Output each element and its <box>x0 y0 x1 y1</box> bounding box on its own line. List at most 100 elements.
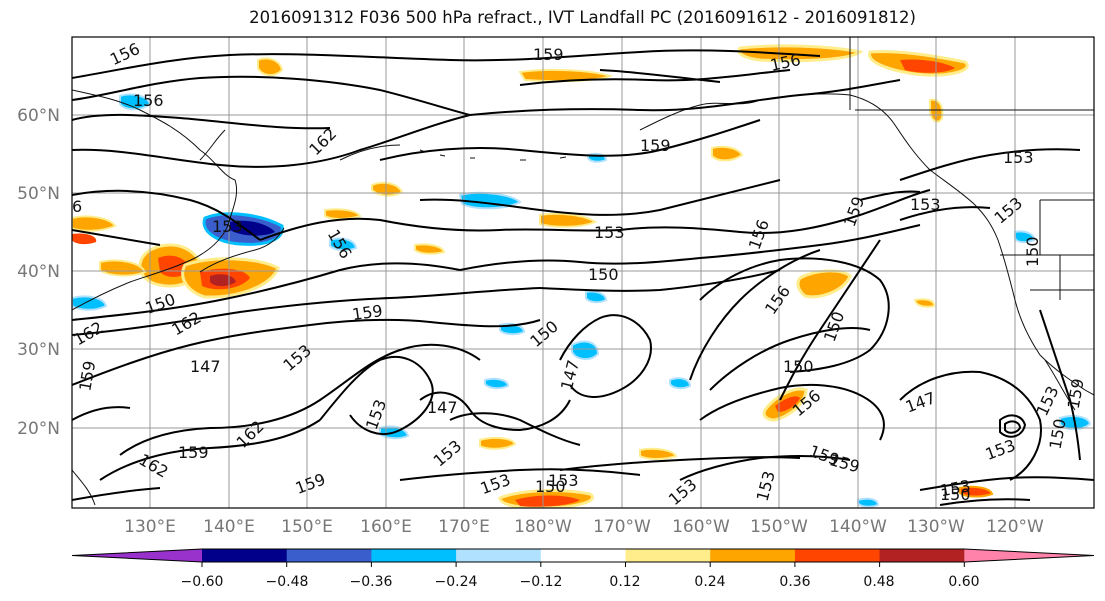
contour-label: 156 <box>324 226 356 262</box>
colorbar-segment <box>540 549 626 562</box>
lat-label: 40°N <box>17 262 60 282</box>
contour-label: 153 <box>991 193 1027 227</box>
baja-coast <box>1044 359 1076 411</box>
colorbar-segment <box>794 549 881 562</box>
lat-label: 30°N <box>17 340 60 360</box>
contour-label: 150 <box>783 357 814 376</box>
positive-anomaly-patch <box>796 269 852 299</box>
alaska-coastline <box>639 93 999 241</box>
contour-label: 150 <box>1023 236 1042 267</box>
contour-label: 162 <box>70 318 106 350</box>
latitude-labels: 60°N 50°N 40°N 30°N 20°N <box>17 106 60 439</box>
colorbar-tick-label: −0.48 <box>266 574 309 590</box>
lat-label: 20°N <box>17 419 60 439</box>
contour-label: 159 <box>840 194 868 229</box>
colorbar-tick-label: −0.60 <box>181 574 224 590</box>
contour-label: 150 <box>820 309 848 344</box>
colorbar-tick-label: 0.60 <box>948 574 979 590</box>
contour-label: 153 <box>594 223 625 242</box>
lat-label: 50°N <box>17 184 60 204</box>
negative-anomaly-patch <box>230 220 275 236</box>
positive-anomaly-patch <box>900 59 955 73</box>
negative-anomaly-patch <box>484 377 510 390</box>
asia-coastline <box>72 89 238 311</box>
longitude-labels: 130°E 140°E 150°E 160°E 170°E 180°W 170°… <box>124 517 1044 537</box>
colorbar-segments <box>71 548 1095 563</box>
contour-label: 159 <box>640 136 671 155</box>
philippines-coast <box>72 469 96 506</box>
contour-label: 150 <box>588 265 619 284</box>
contour-label: 150 <box>1046 417 1070 450</box>
colorbar-max-arrow <box>964 549 1094 562</box>
contour-label: 6 <box>72 197 82 216</box>
negative-anomaly-patch <box>1014 230 1036 244</box>
negative-anomaly-patch <box>329 237 358 252</box>
contour-label: 153 <box>548 471 579 490</box>
colorbar-segment <box>879 549 965 562</box>
colorbar-tick-label: 0.48 <box>863 574 894 590</box>
contour-label: 162 <box>168 308 204 340</box>
positive-anomaly-patch <box>72 215 117 232</box>
colorbar-ticks <box>201 562 965 567</box>
contour-label: 153 <box>753 469 779 503</box>
contour-label: 153 <box>212 217 243 236</box>
contour-label: 153 <box>279 341 315 375</box>
positive-anomaly-patch <box>72 233 97 245</box>
lon-label: 140°E <box>203 517 255 537</box>
lon-label: 160°W <box>672 517 730 537</box>
positive-anomaly-patch <box>539 212 598 228</box>
colorbar-tick-label: −0.12 <box>520 574 563 590</box>
north-america-west-coast <box>997 239 1094 396</box>
positive-anomaly-patch <box>479 436 517 450</box>
contour-label: 153 <box>430 436 466 470</box>
contour-label: 147 <box>427 398 458 417</box>
positive-anomaly-patch <box>711 145 744 162</box>
colorbar-tick-label: 0.36 <box>779 574 810 590</box>
contour-label: 156 <box>107 39 143 69</box>
contour-label: 156 <box>761 282 794 318</box>
contour-label: 159 <box>178 443 209 462</box>
positive-anomaly-patch <box>414 243 446 255</box>
state-borders <box>1030 200 1094 300</box>
japan-coastline <box>199 227 285 273</box>
contour-label: 162 <box>136 450 172 482</box>
contour-label: 159 <box>351 301 384 324</box>
positive-anomaly-patch <box>257 57 284 76</box>
positive-anomaly-patch <box>913 298 936 308</box>
contour-label: 153 <box>983 436 1018 464</box>
lon-label: 130°E <box>124 517 176 537</box>
colorbar-segment <box>710 549 796 562</box>
contour-label: 159 <box>1064 377 1088 410</box>
contour-label: 153 <box>910 195 941 214</box>
contour-label: 159 <box>533 45 564 64</box>
lon-label: 150°W <box>750 517 808 537</box>
positive-anomaly-patch <box>959 485 994 498</box>
lon-label: 160°E <box>360 517 412 537</box>
positive-anomaly-patch <box>324 208 362 220</box>
positive-anomaly-patch <box>99 259 147 277</box>
contour-label: 150 <box>143 290 178 318</box>
colorbar: −0.60 −0.48 −0.36 −0.24 −0.12 0.12 0.24 … <box>71 548 1095 590</box>
positive-anomaly-patch <box>775 396 800 412</box>
colorbar-tick-label: 0.12 <box>609 574 640 590</box>
refractivity-contours <box>72 49 1094 506</box>
contour-label: 153 <box>665 475 701 509</box>
contour-label: 153 <box>1003 148 1034 167</box>
lat-label: 60°N <box>17 106 60 126</box>
contour-label: 162 <box>305 124 340 159</box>
contour-label: 159 <box>75 359 99 392</box>
lon-label: 150°E <box>281 517 333 537</box>
contour-label: 159 <box>827 450 861 476</box>
positive-anomaly-patch <box>515 495 580 507</box>
colorbar-labels: −0.60 −0.48 −0.36 −0.24 −0.12 0.12 0.24 … <box>181 574 980 590</box>
contour-label: 147 <box>557 358 583 392</box>
canada-border <box>849 37 1094 256</box>
negative-anomaly-patch <box>669 377 692 390</box>
map-frame <box>71 36 1095 509</box>
lon-label: 140°W <box>829 517 887 537</box>
colorbar-tick-label: −0.24 <box>435 574 478 590</box>
contour-label: 156 <box>745 217 773 252</box>
aleutian-islands <box>339 144 567 161</box>
